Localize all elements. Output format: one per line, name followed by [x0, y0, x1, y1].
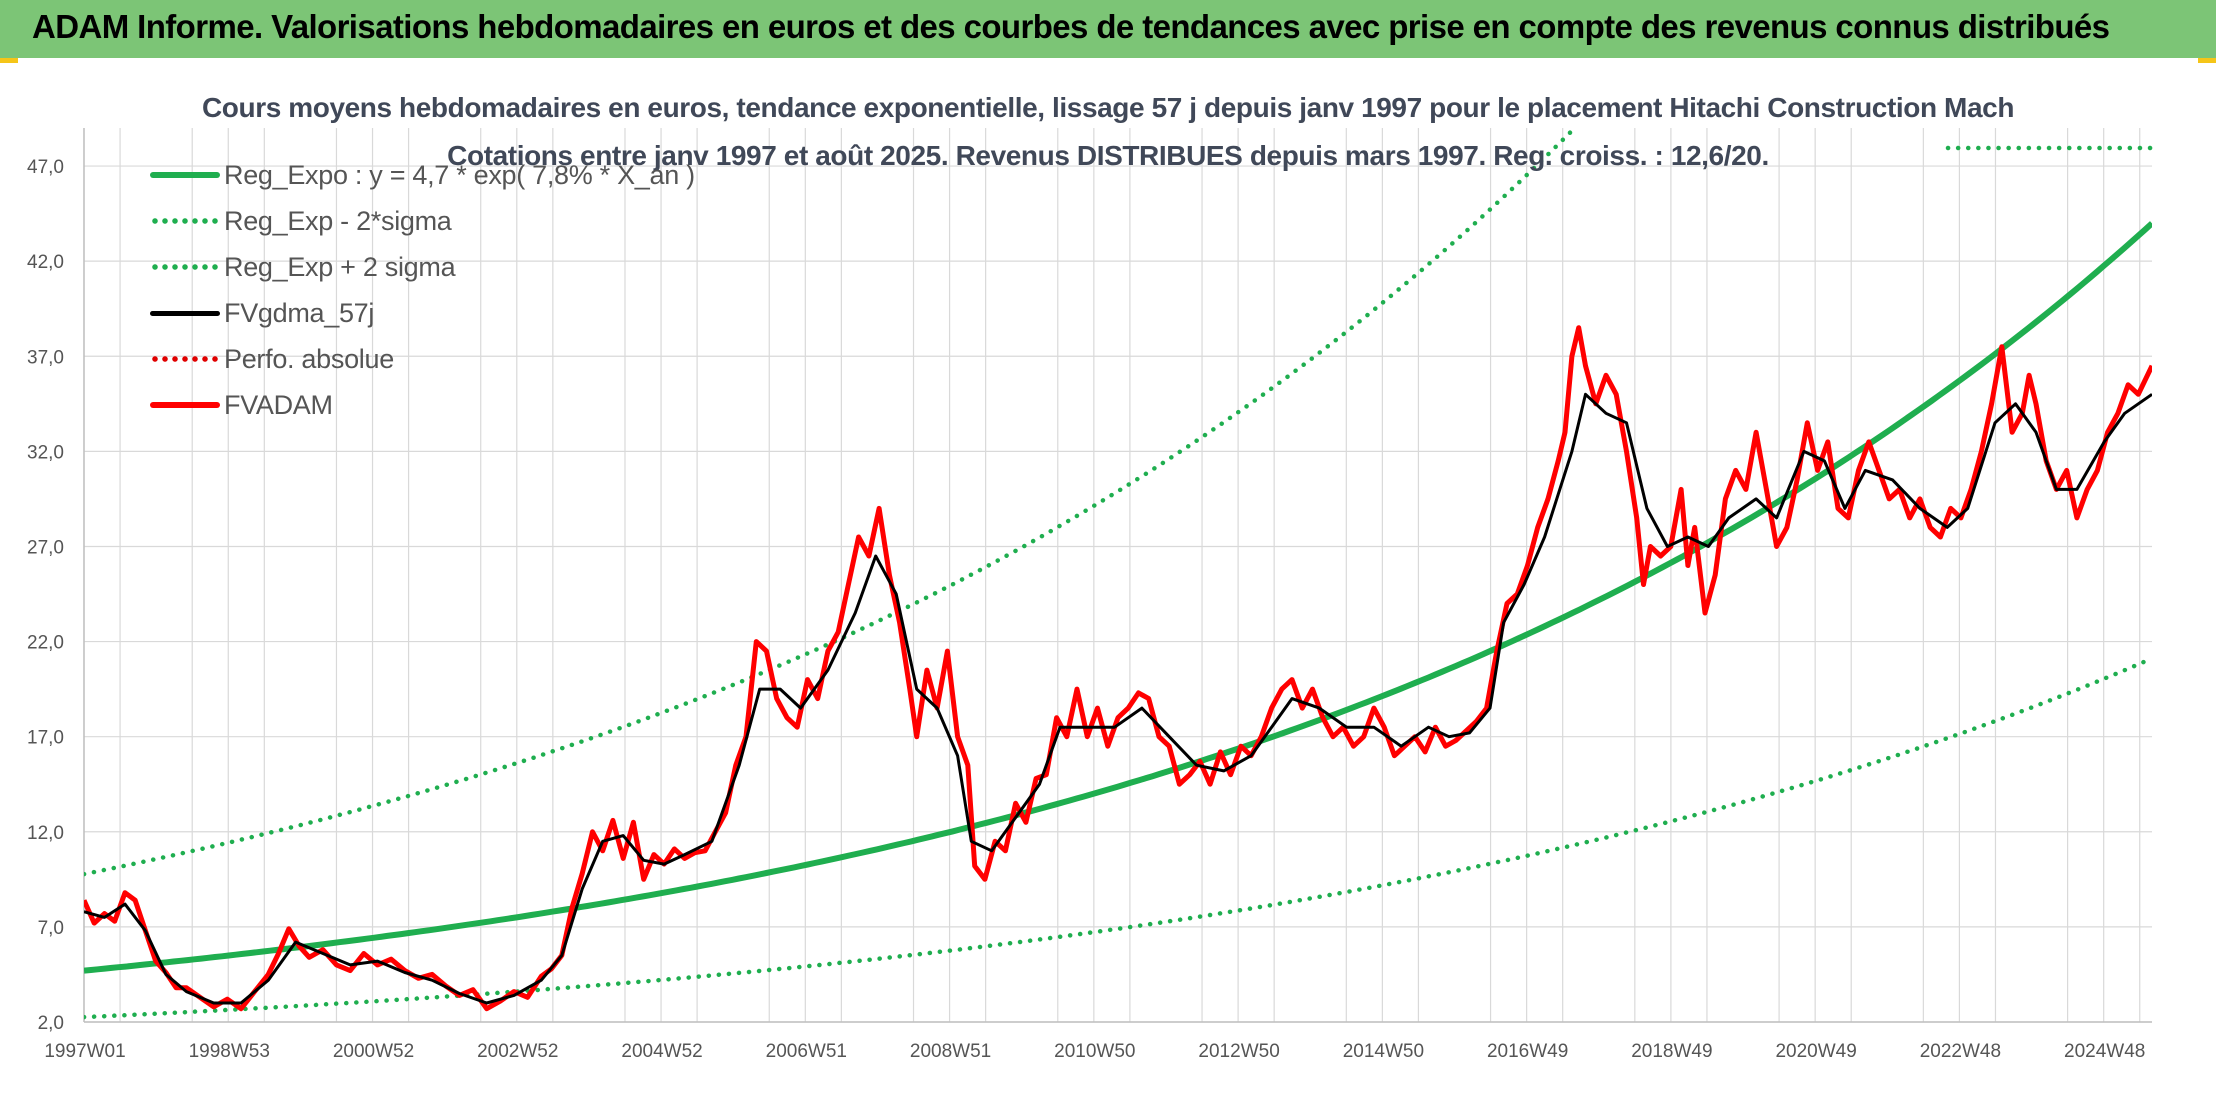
- reg-exp-plus-2sigma-line: [84, 128, 1578, 877]
- x-tick-label: 2016W49: [1487, 1041, 1568, 1062]
- fvadam-line: [84, 325, 2152, 1012]
- chart-legend: Reg_Expo : y = 4,7 * exp( 7,8% * X_an ) R…: [150, 152, 695, 428]
- legend-label: FVgdma_57j: [224, 297, 375, 328]
- legend-swatch: [150, 402, 220, 408]
- y-tick-label: 17,0: [27, 728, 64, 749]
- reg-expo-line: [84, 221, 2152, 974]
- x-tick-label: 2010W50: [1054, 1041, 1135, 1062]
- y-tick-label: 27,0: [27, 537, 64, 558]
- chart-area: 2,0 7,0 12,0 17,0 22,0 27,0 32,0 37,0 42,0 47,0 19…: [0, 60, 2216, 1106]
- trend-chart: 2,0 7,0 12,0 17,0 22,0 27,0 32,0 37,0 42,0 47,0 19…: [27, 128, 2155, 1062]
- y-tick-label: 22,0: [27, 633, 64, 654]
- report-banner: ADAM Informe. Valorisations hebdomadaire…: [0, 0, 2216, 58]
- y-tick-label: 2,0: [38, 1013, 64, 1034]
- x-tick-label: 2024W48: [2064, 1041, 2145, 1062]
- legend-label: Reg_Exp - 2*sigma: [224, 205, 452, 236]
- legend-swatch: [150, 310, 220, 316]
- chart-title: Cours moyens hebdomadaires en euros, ten…: [201, 92, 2015, 123]
- legend-label: Reg_Expo : y = 4,7 * exp( 7,8% * X_an ): [224, 159, 695, 190]
- legend-swatch: [150, 172, 220, 178]
- x-tick-label: 2006W51: [766, 1041, 847, 1062]
- x-tick-label: 2000W52: [333, 1041, 414, 1062]
- legend-label: Perfo. absolue: [224, 343, 394, 374]
- x-tick-label: 2008W51: [910, 1041, 991, 1062]
- legend-item: Reg_Expo : y = 4,7 * exp( 7,8% * X_an ): [150, 152, 695, 198]
- x-tick-label: 2012W50: [1198, 1041, 1279, 1062]
- legend-item: Reg_Exp + 2 sigma: [150, 244, 695, 290]
- y-tick-label: 37,0: [27, 347, 64, 368]
- legend-item: Perfo. absolue: [150, 336, 695, 382]
- corner-mark-right: [2198, 58, 2216, 63]
- corner-mark-left: [0, 58, 18, 63]
- report-title: ADAM Informe. Valorisations hebdomadaire…: [32, 8, 2110, 45]
- chart-subtitle: Cotations entre janv 1997 et août 2025. …: [447, 140, 1769, 171]
- y-tick-label: 32,0: [27, 442, 64, 463]
- legend-swatch: [150, 262, 220, 272]
- x-tick-label: 1997W01: [44, 1041, 125, 1062]
- legend-swatch: [150, 354, 220, 364]
- legend-item: Reg_Exp - 2*sigma: [150, 198, 695, 244]
- x-tick-label: 2020W49: [1775, 1041, 1856, 1062]
- legend-item: FVgdma_57j: [150, 290, 695, 336]
- plot-area: [84, 128, 2152, 1020]
- reg-exp-minus-2sigma-line: [84, 656, 2152, 1020]
- x-tick-label: 2014W50: [1343, 1041, 1424, 1062]
- x-tick-label: 2018W49: [1631, 1041, 1712, 1062]
- legend-label: FVADAM: [224, 389, 333, 420]
- y-tick-label: 47,0: [27, 157, 64, 178]
- y-tick-label: 7,0: [38, 918, 64, 939]
- x-tick-label: 2002W52: [477, 1041, 558, 1062]
- y-tick-label: 42,0: [27, 252, 64, 273]
- legend-swatch: [150, 216, 220, 226]
- fvgdma-57j-line: [84, 392, 2152, 1005]
- x-tick-label: 2004W52: [621, 1041, 702, 1062]
- y-tick-label: 12,0: [27, 823, 64, 844]
- x-tick-label: 1998W53: [189, 1041, 270, 1062]
- legend-label: Reg_Exp + 2 sigma: [224, 251, 456, 282]
- x-tick-label: 2022W48: [1920, 1041, 2001, 1062]
- legend-item: FVADAM: [150, 382, 695, 428]
